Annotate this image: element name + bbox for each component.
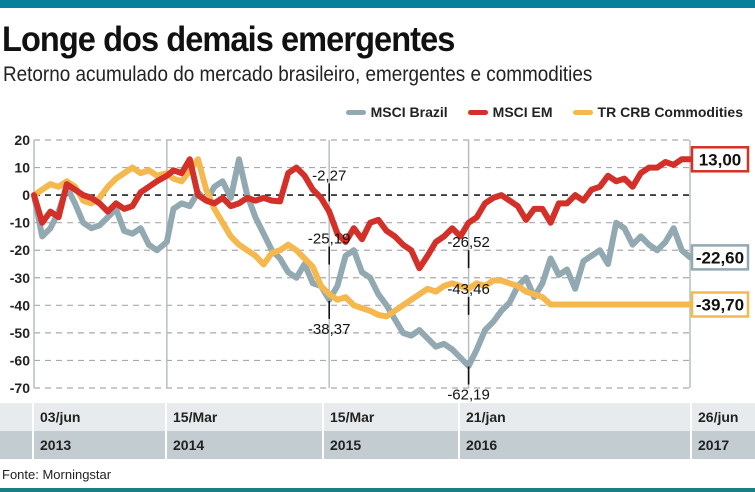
legend-label-msci-brazil: MSCI Brazil — [370, 104, 448, 120]
series-line-brazil — [31, 156, 693, 369]
annotation-label: -38,37 — [308, 321, 351, 338]
y-tick-label: -50 — [10, 325, 30, 341]
x-axis-date: 03/jun — [32, 403, 165, 431]
annotation-label: -2,27 — [312, 167, 346, 184]
legend-label-msci-em: MSCI EM — [492, 104, 553, 120]
x-axis-year: 2015 — [322, 431, 458, 459]
annotation-label: -62,19 — [447, 386, 490, 403]
y-tick-label: -10 — [10, 215, 30, 231]
x-axis-years-row: 2013 2014 2015 2016 2017 — [0, 431, 755, 459]
x-axis-date: 15/Mar — [322, 403, 458, 431]
y-axis-ticks: 20 10 0 -10 -20 -30 -40 -50 -60 -70 — [10, 132, 30, 396]
legend-swatch-msci-em — [467, 109, 488, 115]
y-tick-label: -40 — [10, 297, 30, 313]
annotation-label: -25,19 — [308, 231, 351, 248]
chart-title: Longe dos demais emergentes — [2, 20, 455, 59]
end-label-box — [690, 146, 750, 173]
end-label-box — [690, 244, 750, 271]
chart-subtitle: Retorno acumulado do mercado brasileiro,… — [3, 63, 593, 86]
end-label-box — [690, 291, 750, 318]
end-labels: 13,00 -22,60 -39,70 — [690, 146, 750, 318]
x-axis-year: 2016 — [458, 431, 690, 459]
legend-label-tr-crb: TR CRB Commodities — [597, 104, 743, 120]
x-axis-spacer — [0, 431, 32, 459]
series-line-em — [31, 156, 693, 272]
y-tick-label: 10 — [14, 160, 30, 176]
legend: MSCI Brazil MSCI EM TR CRB Commodities — [345, 104, 743, 120]
annotations: -2,27 -25,19 -38,37 -26,52 -43,46 -62,19 — [308, 167, 490, 403]
y-tick-label: 20 — [14, 132, 30, 148]
legend-swatch-msci-brazil — [345, 109, 366, 115]
x-axis-date: 15/Mar — [165, 403, 322, 431]
legend-item-tr-crb: TR CRB Commodities — [572, 104, 743, 120]
x-axis-dates-row: 03/jun 15/Mar 15/Mar 21/jan 26/jun — [0, 403, 755, 431]
line-chart: 20 10 0 -10 -20 -30 -40 -50 -60 -70 -2,27 -25,19 -3… — [10, 132, 750, 403]
legend-swatch-tr-crb — [572, 109, 593, 115]
y-tick-label: 0 — [22, 187, 30, 203]
y-tick-label: -60 — [10, 352, 30, 368]
annotation-label: -43,46 — [447, 281, 490, 298]
legend-item-msci-em: MSCI EM — [467, 104, 553, 120]
series-line-crb — [31, 156, 693, 320]
y-tick-label: -30 — [10, 270, 30, 286]
x-axis-date: 21/jan — [458, 403, 690, 431]
legend-item-msci-brazil: MSCI Brazil — [345, 104, 448, 120]
end-label-value: -22,60 — [696, 248, 744, 267]
y-tick-label: -20 — [10, 242, 30, 258]
source-note: Fonte: Morningstar — [2, 467, 112, 482]
y-tick-label: -70 — [10, 380, 30, 396]
end-label-value: 13,00 — [699, 150, 742, 169]
x-axis-year: 2014 — [165, 431, 322, 459]
bottom-accent-bar — [0, 488, 755, 492]
x-axis-year: 2013 — [32, 431, 165, 459]
series-lines — [31, 156, 693, 369]
x-axis-date: 26/jun — [690, 403, 755, 431]
end-label-value: -39,70 — [696, 296, 744, 315]
top-accent-bar — [0, 0, 755, 8]
annotation-label: -26,52 — [447, 234, 490, 251]
x-axis-year: 2017 — [690, 431, 755, 459]
x-axis-spacer — [0, 403, 32, 431]
